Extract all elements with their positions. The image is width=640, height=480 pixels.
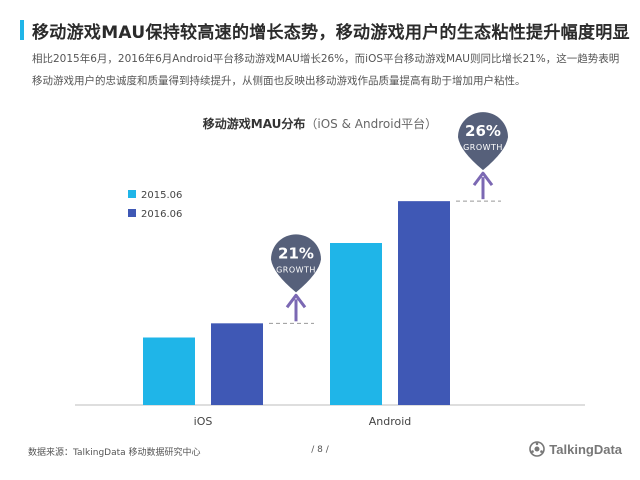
growth-label: GROWTH [276,265,316,274]
legend-swatch-1 [128,209,136,217]
legend-swatch-0 [128,190,136,198]
x-tick-label-android: Android [369,415,412,428]
data-source: 数据来源：TalkingData 移动数据研究中心 [28,448,201,458]
bar-android-0 [330,243,382,405]
legend-label-1: 2016.06 [141,209,182,220]
intro-paragraph: 相比2015年6月，2016年6月Android平台移动游戏MAU增长26%，而… [32,53,620,87]
growth-value: 26% [465,122,501,140]
growth-arrow-icon [285,293,307,309]
growth-badge [458,112,508,171]
chart-title: 移动游戏MAU分布（iOS & Android平台） [0,115,640,132]
page-title: 移动游戏MAU保持较高速的增长态势，移动游戏用户的生态粘性提升幅度明显 [32,23,630,43]
logo-text: TalkingData [549,441,622,457]
chart-subtitle: （iOS & Android平台） [305,117,438,131]
talkingdata-logo-icon [529,441,546,457]
bar-android-1 [398,201,450,405]
page-number: / 8 / [311,445,329,455]
chart-title-main: 移动游戏MAU分布 [202,117,306,131]
growth-label: GROWTH [463,143,503,152]
growth-badge [271,234,321,293]
brand-logo: TalkingData [529,440,622,458]
title-accent-bar [20,20,24,40]
legend-label-0: 2015.06 [141,190,182,201]
bar-ios-1 [211,323,263,405]
growth-arrow-icon [472,171,494,187]
bar-ios-0 [143,337,195,405]
x-tick-label-ios: iOS [194,415,213,428]
growth-value: 21% [278,244,314,262]
